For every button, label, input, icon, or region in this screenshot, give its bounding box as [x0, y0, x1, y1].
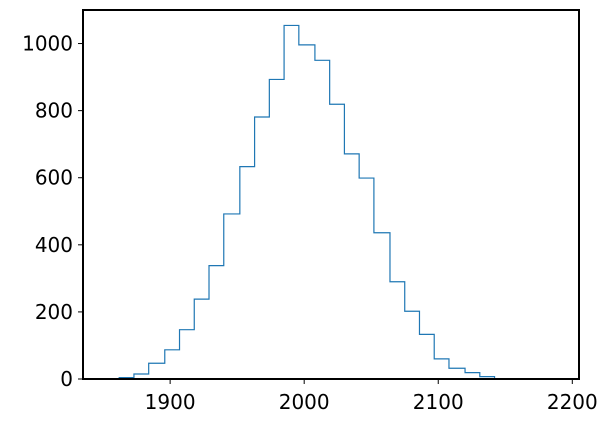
- histogram-bin: [449, 368, 465, 379]
- histogram-bin: [434, 359, 449, 379]
- y-tick-label: 400: [35, 233, 73, 257]
- histogram-bin: [344, 154, 359, 379]
- x-tick-label: 2000: [279, 390, 330, 414]
- histogram-bin: [330, 104, 345, 379]
- histogram-bin: [359, 178, 374, 379]
- histogram-bin: [255, 117, 270, 379]
- x-tick-label: 1900: [145, 390, 196, 414]
- histogram-bin: [299, 45, 315, 379]
- histogram-bin: [419, 334, 434, 379]
- histogram-bin: [390, 282, 405, 379]
- histogram-bin: [180, 330, 195, 379]
- histogram-bin: [165, 350, 180, 379]
- x-tick-label: 2100: [413, 390, 464, 414]
- histogram-bin: [149, 363, 165, 379]
- y-tick-label: 0: [60, 367, 73, 391]
- plot-frame: [82, 9, 580, 380]
- y-tick-label: 200: [35, 300, 73, 324]
- histogram-bin: [209, 266, 224, 379]
- histogram-step-line: [103, 24, 496, 380]
- histogram-bin: [194, 299, 209, 379]
- histogram-bin: [224, 214, 240, 379]
- y-tick-label: 1000: [22, 32, 73, 56]
- histogram-bin: [269, 79, 284, 379]
- histogram-bin: [374, 233, 390, 379]
- histogram-bin: [284, 25, 299, 379]
- y-tick-label: 600: [35, 166, 73, 190]
- histogram-bin: [405, 311, 420, 379]
- histogram-bin: [315, 60, 330, 379]
- histogram-bin: [240, 167, 255, 379]
- x-tick-label: 2200: [547, 390, 598, 414]
- y-tick-label: 800: [35, 99, 73, 123]
